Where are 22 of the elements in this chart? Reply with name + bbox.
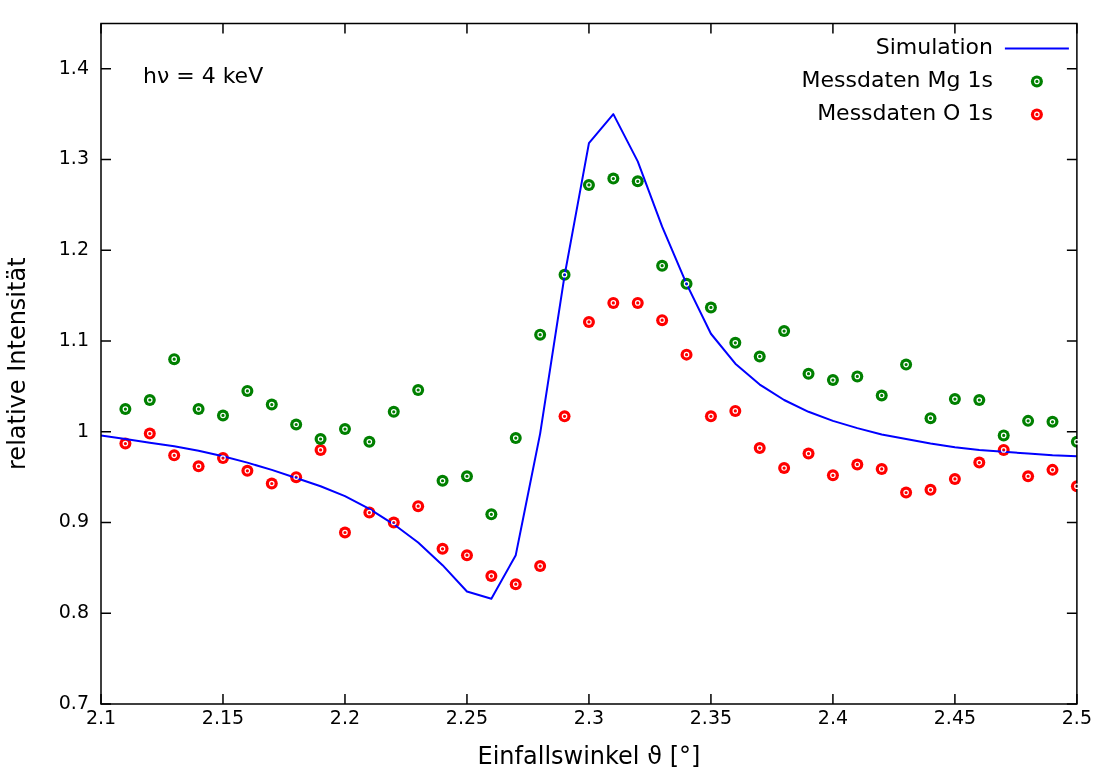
x-axis-title: Einfallswinkel ϑ [°] — [477, 741, 701, 770]
y-tick-label: 1 — [76, 418, 89, 441]
x-tick-label: 2.15 — [201, 706, 245, 729]
y-tick-label: 0.9 — [58, 509, 89, 532]
x-tick-label: 2.35 — [689, 706, 733, 729]
x-tick-label: 2.3 — [573, 706, 605, 729]
x-tick-label: 2.4 — [817, 706, 849, 729]
y-tick-label: 1.4 — [58, 55, 89, 78]
x-tick-label: 2.1 — [85, 706, 117, 729]
y-tick-label: 0.8 — [58, 600, 89, 623]
legend-label: Messdaten Mg 1s — [801, 67, 993, 93]
legend-label: Simulation — [875, 34, 993, 60]
y-tick-label: 1.3 — [58, 146, 89, 169]
y-axis-title: relative Intensität — [2, 257, 31, 470]
legend-label: Messdaten O 1s — [817, 100, 993, 126]
y-tick-label: 1.1 — [58, 327, 89, 350]
annotation: hν = 4 keV — [143, 63, 264, 89]
x-tick-label: 2.5 — [1061, 706, 1092, 729]
y-tick-label: 1.2 — [58, 237, 89, 260]
x-tick-label: 2.25 — [445, 706, 489, 729]
x-tick-label: 2.2 — [329, 706, 361, 729]
x-tick-label: 2.45 — [933, 706, 977, 729]
